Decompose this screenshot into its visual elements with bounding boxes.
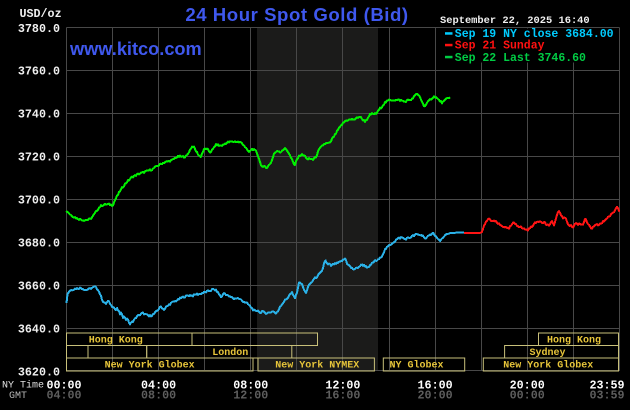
svg-text:Sep 22 Last 3746.60: Sep 22 Last 3746.60	[455, 52, 586, 65]
svg-text:Hong Kong: Hong Kong	[89, 336, 143, 347]
svg-text:London: London	[212, 347, 248, 359]
svg-text:New York NYMEX: New York NYMEX	[275, 359, 359, 371]
svg-text:16:00: 16:00	[325, 389, 360, 403]
svg-text:September 22, 2025 16:40: September 22, 2025 16:40	[440, 15, 590, 27]
svg-text:GMT: GMT	[9, 391, 27, 402]
svg-text:08:00: 08:00	[141, 389, 176, 403]
svg-text:20:00: 20:00	[510, 378, 545, 392]
svg-text:12:00: 12:00	[325, 378, 360, 392]
svg-text:Sydney: Sydney	[530, 347, 566, 359]
svg-text:23:59: 23:59	[589, 378, 624, 392]
svg-text:00:00: 00:00	[46, 378, 81, 392]
svg-text:NY Globex: NY Globex	[390, 359, 444, 371]
svg-text:00:00: 00:00	[510, 389, 545, 403]
svg-text:Sep 21 Sunday: Sep 21 Sunday	[455, 39, 545, 52]
svg-text:3640.0: 3640.0	[18, 322, 60, 336]
svg-text:12:00: 12:00	[233, 389, 268, 403]
svg-text:3740.0: 3740.0	[18, 108, 60, 122]
svg-text:3760.0: 3760.0	[18, 65, 60, 79]
svg-text:04:00: 04:00	[141, 378, 176, 392]
svg-text:NY Time: NY Time	[2, 380, 44, 392]
svg-text:USD/oz: USD/oz	[20, 7, 62, 21]
svg-text:New York Globex: New York Globex	[503, 359, 593, 371]
svg-text:Hong Kong: Hong Kong	[547, 336, 601, 347]
svg-text:08:00: 08:00	[233, 378, 268, 392]
svg-text:20:00: 20:00	[418, 389, 453, 403]
svg-text:3620.0: 3620.0	[18, 365, 60, 379]
svg-text:Sep 19 NY close 3684.00: Sep 19 NY close 3684.00	[455, 28, 614, 41]
svg-text:3680.0: 3680.0	[18, 237, 60, 251]
svg-text:New York Globex: New York Globex	[105, 359, 195, 371]
svg-text:3660.0: 3660.0	[18, 279, 60, 293]
svg-text:3780.0: 3780.0	[18, 22, 60, 36]
svg-text:04:00: 04:00	[46, 389, 81, 403]
svg-text:www.kitco.com: www.kitco.com	[69, 39, 202, 59]
svg-text:03:59: 03:59	[589, 389, 624, 403]
svg-text:16:00: 16:00	[418, 378, 453, 392]
svg-text:3700.0: 3700.0	[18, 194, 60, 208]
svg-text:3720.0: 3720.0	[18, 151, 60, 165]
svg-text:24 Hour Spot Gold (Bid): 24 Hour Spot Gold (Bid)	[185, 4, 408, 25]
